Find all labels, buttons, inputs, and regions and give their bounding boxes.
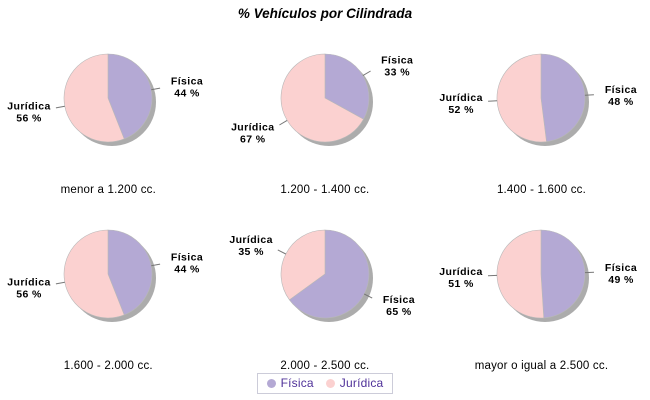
category-label-4: 1.600 - 2.000 cc. [63, 360, 153, 372]
pie-slice-juridica [64, 229, 125, 319]
pie-slice-juridica [280, 229, 326, 301]
leader-line [363, 293, 373, 299]
pie-svg-4: Física 44 % Jurídica 56 % [8, 229, 203, 322]
leader-line [585, 94, 595, 96]
pie-cell-6: Física 49 % Jurídica 51 % mayor o igual a 2.… [433, 210, 650, 386]
slice-label: Jurídica 52 % [440, 92, 483, 116]
slice-label: Jurídica 51 % [440, 266, 483, 290]
leader-line [151, 263, 161, 267]
pie-svg-2: Física 33 % Jurídica 67 % [231, 53, 413, 146]
legend-label: Física [280, 376, 314, 390]
chart-title: % Vehículos por Cilindrada [237, 6, 413, 21]
slice-label: Jurídica 56 % [8, 276, 51, 300]
pie-slice-fisica [541, 229, 586, 319]
pie-slice-juridica [497, 229, 545, 319]
pie-cell-2: Física 33 % Jurídica 67 % 1.200 - 1.400 cc. [217, 34, 434, 210]
pie-slice-fisica [107, 53, 153, 140]
category-label-2: 1.200 - 1.400 cc. [280, 184, 370, 196]
leader-line [56, 281, 66, 285]
pie-grid: Física 44 % Jurídica 56 % menor a 1.200 cc. F… [0, 34, 650, 386]
pie-svg-1: Física 44 % Jurídica 56 % [8, 53, 203, 146]
pie-cell-5: Física 65 % Jurídica 35 % 2.000 - 2.500 cc. [217, 210, 434, 386]
legend-bullet-icon [266, 378, 276, 388]
legend-frame: Física Jurídica [256, 373, 394, 394]
slice-label: Física 44 % [171, 76, 203, 100]
pie-slice-fisica [324, 53, 370, 120]
pie-slice-juridica [64, 53, 125, 143]
category-label-3: 1.400 - 1.600 cc. [496, 184, 587, 196]
pie-svg-5: Física 65 % Jurídica 35 % [229, 229, 415, 322]
category-label-1: menor a 1.200 cc. [60, 184, 157, 196]
slice-label: Física 65 % [383, 294, 415, 318]
pie-slice-fisica [107, 229, 153, 316]
pie-svg-3: Física 48 % Jurídica 52 % [440, 53, 637, 146]
leader-line [362, 70, 371, 77]
slice-label: Jurídica 35 % [229, 234, 272, 258]
legend-bullet-icon [325, 378, 335, 388]
pie-slice-juridica [497, 53, 548, 143]
category-label-5: 2.000 - 2.500 cc. [280, 360, 370, 372]
leader-line [151, 87, 161, 91]
slice-label: Física 33 % [381, 54, 413, 78]
pie-slice-juridica [280, 53, 364, 143]
slice-label: Física 48 % [605, 84, 637, 108]
leader-line [277, 249, 286, 255]
pie-cell-4: Física 44 % Jurídica 56 % 1.600 - 2.000 cc. [0, 210, 217, 386]
leader-line [56, 105, 66, 109]
leader-line [488, 100, 498, 102]
leader-line [279, 119, 288, 126]
pie-slice-fisica [541, 53, 586, 142]
legend-label: Jurídica [339, 376, 384, 390]
legend-item-fisica: Física [266, 376, 314, 390]
legend-item-juridica: Jurídica [325, 376, 384, 390]
legend: Física Jurídica [0, 373, 650, 394]
slice-label: Jurídica 67 % [231, 122, 274, 146]
pie-svg-6: Física 49 % Jurídica 51 % [440, 229, 637, 322]
pie-cell-1: Física 44 % Jurídica 56 % menor a 1.200 cc. [0, 34, 217, 210]
pie-slice-fisica [288, 229, 370, 319]
category-label-6: mayor o igual a 2.500 cc. [474, 360, 609, 372]
slice-label: Física 44 % [171, 252, 203, 276]
pie-cell-3: Física 48 % Jurídica 52 % 1.400 - 1.600 cc. [433, 34, 650, 210]
slice-label: Física 49 % [605, 262, 637, 286]
slice-label: Jurídica 56 % [8, 100, 51, 124]
